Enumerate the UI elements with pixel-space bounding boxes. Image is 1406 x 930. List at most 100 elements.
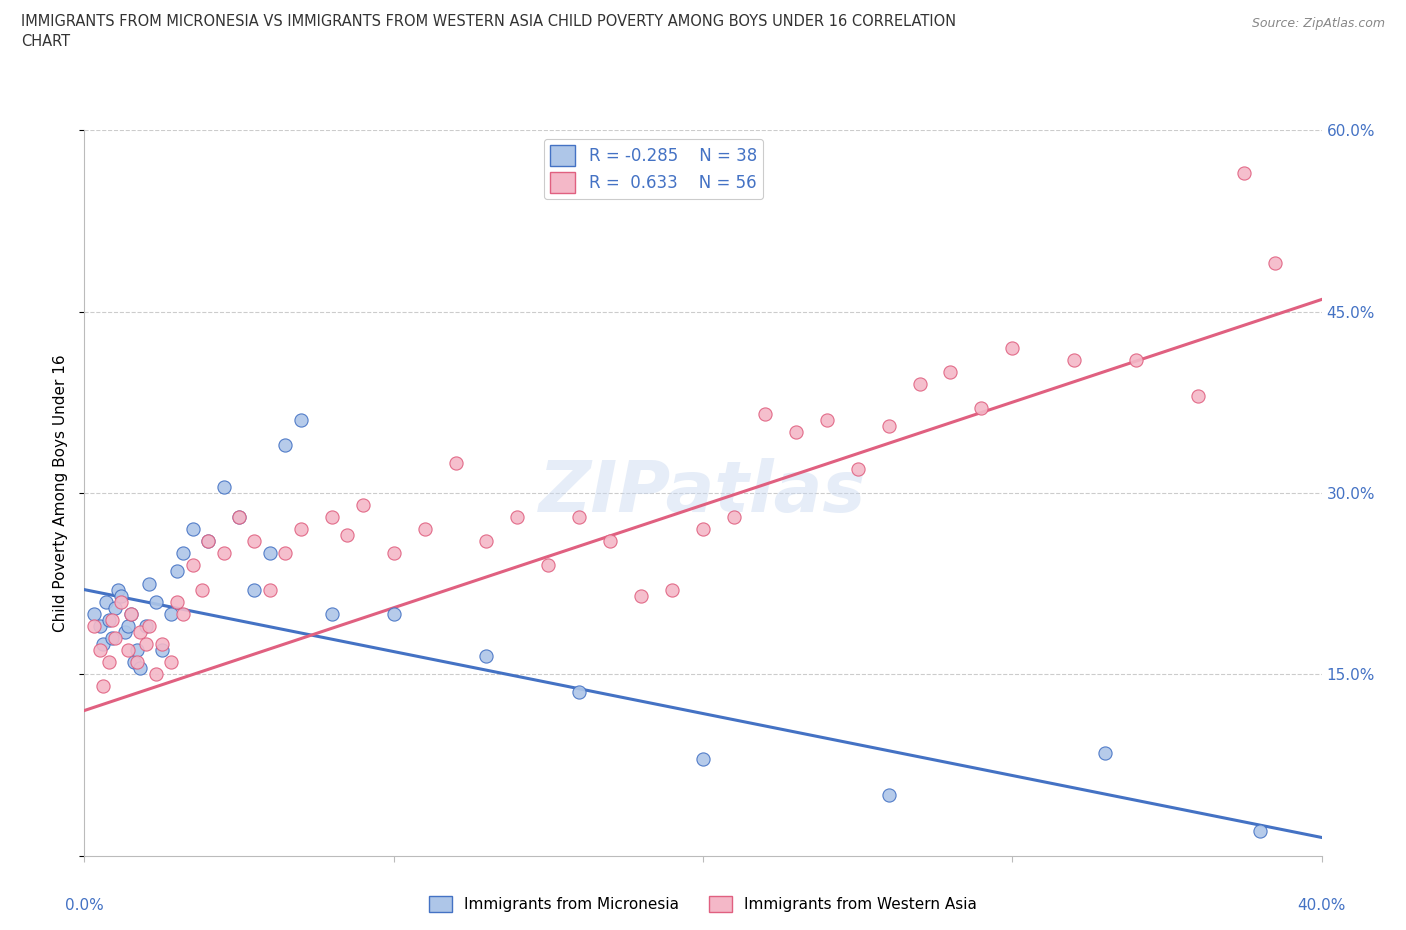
Point: [129, 625, 152, 640]
Point: [145, 594, 167, 609]
Point: [135, 618, 157, 633]
Point: [125, 643, 148, 658]
Point: [274, 437, 297, 452]
Point: [145, 667, 167, 682]
Point: [599, 534, 621, 549]
Point: [120, 606, 142, 621]
Point: [101, 613, 124, 628]
Point: [1125, 352, 1147, 367]
Point: [692, 522, 714, 537]
Point: [475, 649, 498, 664]
Point: [197, 534, 219, 549]
Point: [877, 419, 900, 434]
Point: [172, 606, 194, 621]
Text: 0.0%: 0.0%: [65, 898, 104, 913]
Point: [1187, 389, 1209, 404]
Point: [444, 456, 467, 471]
Point: [661, 582, 683, 597]
Point: [630, 589, 652, 604]
Point: [290, 413, 312, 428]
Point: [537, 558, 560, 573]
Point: [1264, 256, 1286, 271]
Point: [101, 631, 124, 645]
Point: [1063, 352, 1085, 367]
Text: CHART: CHART: [21, 34, 70, 49]
Point: [117, 618, 139, 633]
Point: [107, 582, 129, 597]
Point: [125, 655, 148, 670]
Point: [197, 534, 219, 549]
Point: [98, 613, 121, 628]
Point: [228, 510, 250, 525]
Point: [274, 546, 297, 561]
Point: [352, 498, 374, 512]
Point: [382, 546, 405, 561]
Point: [91, 637, 114, 652]
Text: ZIPatlas: ZIPatlas: [540, 458, 866, 527]
Point: [1233, 166, 1256, 180]
Point: [290, 522, 312, 537]
Point: [150, 643, 173, 658]
Point: [212, 480, 235, 495]
Point: [877, 788, 900, 803]
Point: [243, 534, 266, 549]
Point: [122, 655, 145, 670]
Point: [1249, 824, 1271, 839]
Point: [754, 407, 776, 422]
Point: [98, 655, 121, 670]
Y-axis label: Child Poverty Among Boys Under 16: Child Poverty Among Boys Under 16: [53, 354, 69, 631]
Point: [91, 679, 114, 694]
Text: 40.0%: 40.0%: [1298, 898, 1346, 913]
Point: [160, 606, 183, 621]
Point: [259, 546, 281, 561]
Point: [475, 534, 498, 549]
Point: [568, 510, 591, 525]
Point: [321, 510, 343, 525]
Point: [94, 594, 117, 609]
Legend: Immigrants from Micronesia, Immigrants from Western Asia: Immigrants from Micronesia, Immigrants f…: [423, 890, 983, 919]
Point: [243, 582, 266, 597]
Point: [191, 582, 214, 597]
Point: [89, 618, 111, 633]
Point: [336, 528, 359, 543]
Point: [166, 594, 188, 609]
Point: [181, 522, 204, 537]
Point: [89, 643, 111, 658]
Point: [160, 655, 183, 670]
Point: [138, 577, 160, 591]
Point: [181, 558, 204, 573]
Point: [212, 546, 235, 561]
Point: [83, 606, 105, 621]
Point: [1001, 340, 1024, 355]
Point: [846, 461, 869, 476]
Point: [321, 606, 343, 621]
Point: [110, 589, 132, 604]
Point: [506, 510, 529, 525]
Point: [723, 510, 745, 525]
Point: [172, 546, 194, 561]
Point: [117, 643, 139, 658]
Point: [228, 510, 250, 525]
Point: [785, 425, 807, 440]
Point: [1094, 746, 1116, 761]
Point: [970, 401, 993, 416]
Point: [135, 637, 157, 652]
Point: [83, 618, 105, 633]
Point: [413, 522, 436, 537]
Point: [166, 564, 188, 578]
Point: [939, 365, 962, 379]
Point: [120, 606, 142, 621]
Point: [692, 751, 714, 766]
Point: [104, 601, 127, 616]
Point: [815, 413, 838, 428]
Text: Source: ZipAtlas.com: Source: ZipAtlas.com: [1251, 17, 1385, 30]
Point: [150, 637, 173, 652]
Point: [259, 582, 281, 597]
Point: [138, 618, 160, 633]
Point: [129, 660, 152, 675]
Point: [382, 606, 405, 621]
Point: [110, 594, 132, 609]
Point: [114, 625, 136, 640]
Point: [104, 631, 127, 645]
Text: IMMIGRANTS FROM MICRONESIA VS IMMIGRANTS FROM WESTERN ASIA CHILD POVERTY AMONG B: IMMIGRANTS FROM MICRONESIA VS IMMIGRANTS…: [21, 14, 956, 29]
